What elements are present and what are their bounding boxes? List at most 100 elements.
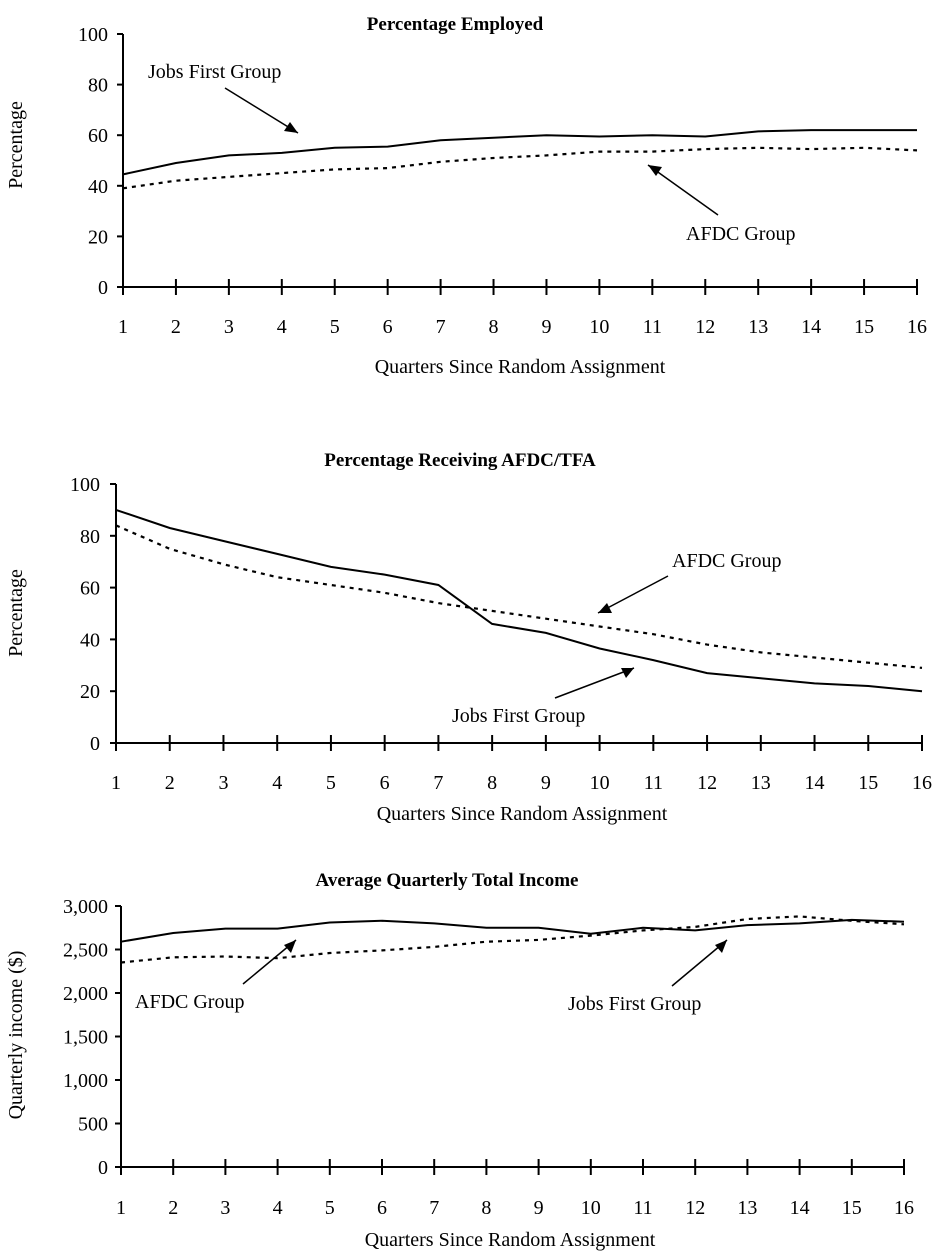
x-tick-label: 15 (842, 1197, 862, 1219)
x-tick-label: 1 (118, 316, 128, 338)
series-line-afdc (115, 524, 923, 669)
arrowhead-icon (598, 603, 612, 613)
x-tick-label: 8 (487, 772, 497, 794)
annotation-afdc: AFDC Group (647, 164, 795, 245)
y-axis-label: Percentage (5, 569, 27, 657)
y-tick-label: 80 (88, 75, 108, 97)
x-tick-label: 5 (330, 316, 340, 338)
x-tick-label: 9 (541, 316, 551, 338)
x-tick-label: 13 (751, 772, 771, 794)
y-tick-label: 60 (88, 125, 108, 147)
x-axis-label: Quarters Since Random Assignment (365, 1229, 656, 1251)
x-tick-label: 1 (116, 1197, 126, 1219)
x-tick-label: 16 (912, 772, 932, 794)
annotation-jobs-first: Jobs First Group (148, 61, 299, 134)
x-tick-label: 16 (894, 1197, 914, 1219)
x-tick-label: 5 (326, 772, 336, 794)
x-tick-label: 6 (380, 772, 390, 794)
x-tick-label: 10 (590, 772, 610, 794)
annotation-label: Jobs First Group (568, 993, 701, 1015)
x-tick-label: 10 (589, 316, 609, 338)
chart-average-quarterly-income: Average Quarterly Total Income Quarterly… (5, 870, 914, 1251)
chart-title: Percentage Employed (367, 14, 544, 35)
x-tick-label: 14 (801, 316, 821, 338)
x-tick-label: 11 (644, 772, 663, 794)
annotation-jobs-first: Jobs First Group (568, 939, 728, 1015)
y-tick-label: 60 (80, 578, 100, 600)
chart-percentage-employed: Percentage Employed Percentage Quarters … (5, 14, 927, 378)
arrowhead-icon (621, 668, 634, 678)
x-tick-label: 14 (805, 772, 825, 794)
x-tick-label: 6 (383, 316, 393, 338)
annotation-jobs-first: Jobs First Group (452, 667, 635, 727)
x-tick-label: 12 (695, 316, 715, 338)
x-tick-label: 9 (541, 772, 551, 794)
chart-title: Average Quarterly Total Income (316, 870, 579, 891)
x-tick-label: 11 (633, 1197, 652, 1219)
x-tick-label: 12 (685, 1197, 705, 1219)
y-tick-label: 0 (98, 277, 108, 299)
y-tick-label: 40 (80, 629, 100, 651)
annotation-arrow-line (597, 575, 669, 614)
annotation-label: AFDC Group (672, 550, 781, 572)
y-tick-label: 2,000 (63, 983, 108, 1005)
annotation-arrow-line (647, 164, 719, 216)
y-tick-label: 100 (78, 24, 108, 46)
x-tick-label: 8 (489, 316, 499, 338)
arrowhead-icon (715, 940, 727, 953)
y-tick-label: 20 (88, 226, 108, 248)
series-line-jobs-first (120, 918, 905, 943)
series-line-afdc (122, 146, 918, 190)
x-tick-label: 8 (481, 1197, 491, 1219)
x-tick-label: 13 (737, 1197, 757, 1219)
x-tick-label: 12 (697, 772, 717, 794)
y-tick-label: 20 (80, 681, 100, 703)
arrowhead-icon (648, 165, 662, 176)
annotation-afdc: AFDC Group (135, 939, 297, 1013)
y-axis-label: Quarterly income ($) (5, 951, 27, 1120)
x-tick-label: 7 (436, 316, 446, 338)
annotation-label: AFDC Group (686, 223, 795, 245)
y-tick-label: 500 (78, 1114, 108, 1136)
x-tick-label: 3 (224, 316, 234, 338)
y-tick-label: 0 (98, 1157, 108, 1179)
x-tick-label: 5 (325, 1197, 335, 1219)
y-tick-label: 1,000 (63, 1070, 108, 1092)
annotation-label: Jobs First Group (452, 705, 585, 727)
x-tick-label: 15 (854, 316, 874, 338)
chart-title: Percentage Receiving AFDC/TFA (324, 450, 596, 471)
y-tick-label: 40 (88, 176, 108, 198)
annotation-arrow-line (224, 87, 299, 134)
series-line-jobs-first (122, 129, 917, 176)
x-tick-label: 6 (377, 1197, 387, 1219)
arrowhead-icon (284, 122, 298, 133)
annotation-afdc: AFDC Group (597, 550, 781, 614)
x-tick-label: 14 (790, 1197, 810, 1219)
x-tick-label: 7 (433, 772, 443, 794)
annotation-label: Jobs First Group (148, 61, 281, 83)
x-tick-label: 11 (643, 316, 662, 338)
x-tick-label: 4 (273, 1197, 283, 1219)
series-line-jobs-first (115, 508, 923, 693)
x-tick-label: 3 (220, 1197, 230, 1219)
x-tick-label: 13 (748, 316, 768, 338)
y-tick-label: 0 (90, 733, 100, 755)
y-tick-label: 100 (70, 474, 100, 496)
arrowhead-icon (284, 940, 296, 953)
x-tick-label: 1 (111, 772, 121, 794)
x-axis-label: Quarters Since Random Assignment (377, 803, 668, 825)
annotation-label: AFDC Group (135, 991, 244, 1013)
x-tick-label: 16 (907, 316, 927, 338)
y-tick-label: 1,500 (63, 1027, 108, 1049)
x-tick-label: 2 (168, 1197, 178, 1219)
x-axis-label: Quarters Since Random Assignment (375, 356, 666, 378)
x-tick-label: 15 (858, 772, 878, 794)
x-tick-label: 4 (277, 316, 287, 338)
x-tick-label: 10 (581, 1197, 601, 1219)
x-tick-label: 9 (534, 1197, 544, 1219)
y-tick-label: 3,000 (63, 896, 108, 918)
x-tick-label: 3 (218, 772, 228, 794)
y-tick-label: 2,500 (63, 940, 108, 962)
x-tick-label: 4 (272, 772, 282, 794)
